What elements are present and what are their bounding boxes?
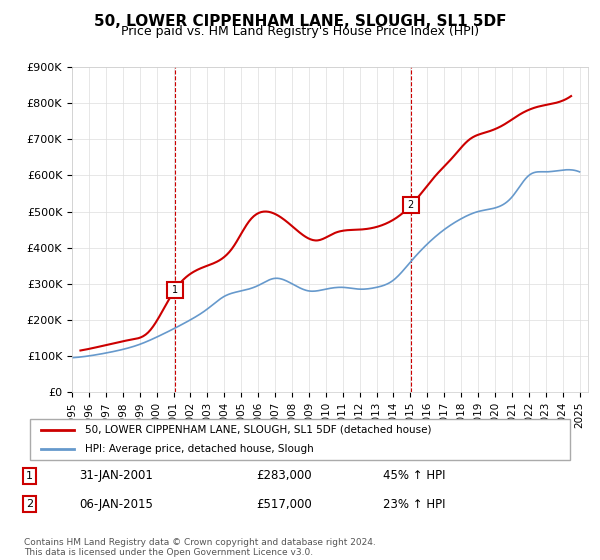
Text: 1: 1 (172, 285, 178, 295)
Text: £283,000: £283,000 (256, 469, 311, 482)
Text: 1: 1 (26, 471, 33, 481)
Text: Contains HM Land Registry data © Crown copyright and database right 2024.
This d: Contains HM Land Registry data © Crown c… (24, 538, 376, 557)
Text: 50, LOWER CIPPENHAM LANE, SLOUGH, SL1 5DF: 50, LOWER CIPPENHAM LANE, SLOUGH, SL1 5D… (94, 14, 506, 29)
Text: 2: 2 (26, 499, 33, 509)
Text: HPI: Average price, detached house, Slough: HPI: Average price, detached house, Slou… (85, 445, 313, 455)
Text: 50, LOWER CIPPENHAM LANE, SLOUGH, SL1 5DF (detached house): 50, LOWER CIPPENHAM LANE, SLOUGH, SL1 5D… (85, 424, 431, 435)
Text: 2: 2 (408, 200, 414, 211)
Text: 31-JAN-2001: 31-JAN-2001 (79, 469, 153, 482)
Text: 06-JAN-2015: 06-JAN-2015 (79, 498, 153, 511)
FancyBboxPatch shape (29, 419, 571, 460)
Text: 45% ↑ HPI: 45% ↑ HPI (383, 469, 445, 482)
Text: £517,000: £517,000 (256, 498, 311, 511)
Text: 23% ↑ HPI: 23% ↑ HPI (383, 498, 445, 511)
Text: Price paid vs. HM Land Registry's House Price Index (HPI): Price paid vs. HM Land Registry's House … (121, 25, 479, 38)
